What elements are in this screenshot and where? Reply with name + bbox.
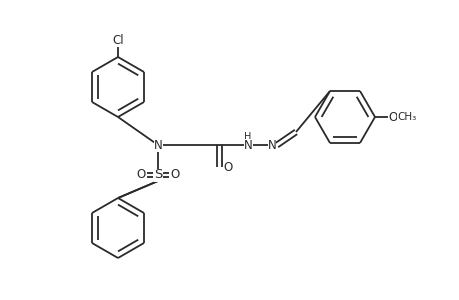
- Text: N: N: [267, 139, 276, 152]
- Text: N: N: [243, 139, 252, 152]
- Text: CH₃: CH₃: [397, 112, 416, 122]
- Text: N: N: [153, 139, 162, 152]
- Text: Cl: Cl: [112, 34, 123, 46]
- Text: S: S: [153, 169, 162, 182]
- Text: H: H: [244, 132, 251, 142]
- Text: O: O: [387, 110, 397, 124]
- Text: O: O: [223, 160, 232, 173]
- Text: O: O: [136, 169, 146, 182]
- Text: O: O: [170, 169, 179, 182]
